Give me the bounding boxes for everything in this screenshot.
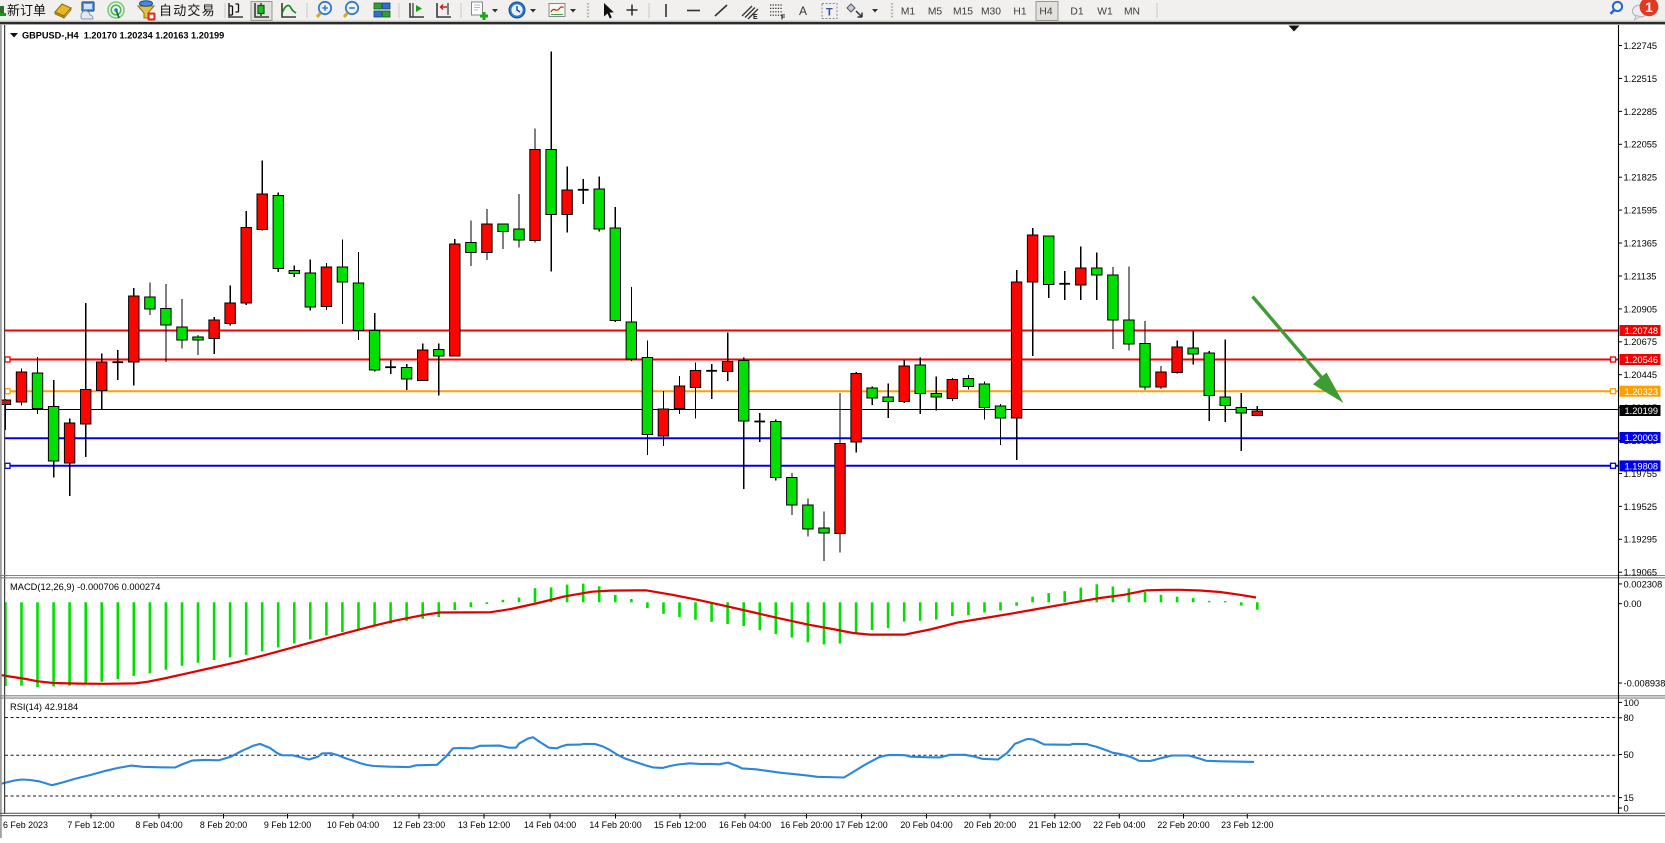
svg-text:15 Feb 12:00: 15 Feb 12:00: [654, 820, 706, 830]
svg-text:20 Feb 04:00: 20 Feb 04:00: [900, 820, 952, 830]
svg-text:7 Feb 12:00: 7 Feb 12:00: [67, 820, 114, 830]
svg-text:9 Feb 12:00: 9 Feb 12:00: [264, 820, 311, 830]
svg-text:H4: H4: [1039, 7, 1052, 18]
svg-text:1: 1: [1645, 0, 1653, 15]
svg-text:自动交易: 自动交易: [159, 3, 216, 18]
svg-text:12 Feb 23:00: 12 Feb 23:00: [393, 820, 445, 830]
svg-text:1.22745: 1.22745: [1624, 41, 1658, 51]
svg-text:16 Feb 20:00: 16 Feb 20:00: [780, 820, 832, 830]
svg-text:8 Feb 04:00: 8 Feb 04:00: [135, 820, 182, 830]
svg-text:M30: M30: [981, 7, 1001, 18]
svg-text:50: 50: [1624, 750, 1634, 760]
svg-text:1.22285: 1.22285: [1624, 107, 1658, 117]
svg-text:1.21135: 1.21135: [1624, 271, 1657, 281]
svg-text:-0.008938: -0.008938: [1624, 678, 1665, 688]
svg-text:E: E: [753, 14, 758, 21]
svg-text:21 Feb 12:00: 21 Feb 12:00: [1029, 820, 1081, 830]
svg-text:W1: W1: [1097, 7, 1113, 18]
svg-text:15: 15: [1624, 793, 1634, 803]
svg-text:22 Feb 20:00: 22 Feb 20:00: [1157, 820, 1209, 830]
svg-text:0.002308: 0.002308: [1624, 579, 1663, 589]
svg-text:1.21365: 1.21365: [1624, 238, 1658, 248]
svg-text:1.20003: 1.20003: [1625, 433, 1659, 443]
svg-text:M5: M5: [928, 7, 943, 18]
svg-text:14 Feb 04:00: 14 Feb 04:00: [524, 820, 576, 830]
svg-text:MN: MN: [1124, 7, 1140, 18]
svg-text:8 Feb 20:00: 8 Feb 20:00: [200, 820, 247, 830]
svg-text:GBPUSD-,H4 1.20170 1.20234 1.: GBPUSD-,H4 1.20170 1.20234 1.20163 1.201…: [22, 31, 224, 41]
svg-text:1.20199: 1.20199: [1625, 406, 1659, 416]
svg-text:0: 0: [1624, 803, 1629, 813]
svg-text:10 Feb 04:00: 10 Feb 04:00: [327, 820, 379, 830]
svg-text:16 Feb 04:00: 16 Feb 04:00: [719, 820, 771, 830]
svg-text:0.00: 0.00: [1624, 599, 1642, 609]
svg-text:F: F: [781, 15, 786, 22]
svg-text:17 Feb 12:00: 17 Feb 12:00: [835, 820, 887, 830]
svg-text:1.20748: 1.20748: [1625, 326, 1659, 336]
svg-text:22 Feb 04:00: 22 Feb 04:00: [1093, 820, 1145, 830]
svg-text:1.22055: 1.22055: [1624, 140, 1658, 150]
svg-text:23 Feb 12:00: 23 Feb 12:00: [1221, 820, 1273, 830]
svg-text:1.21595: 1.21595: [1624, 206, 1658, 216]
svg-text:1.19808: 1.19808: [1625, 462, 1659, 472]
svg-text:20 Feb 20:00: 20 Feb 20:00: [964, 820, 1016, 830]
svg-text:1.20445: 1.20445: [1624, 370, 1658, 380]
svg-text:D1: D1: [1070, 7, 1083, 18]
svg-text:1.20323: 1.20323: [1625, 387, 1659, 397]
svg-text:14 Feb 20:00: 14 Feb 20:00: [589, 820, 641, 830]
svg-text:13 Feb 12:00: 13 Feb 12:00: [458, 820, 510, 830]
svg-text:1.20675: 1.20675: [1624, 337, 1658, 347]
svg-text:M1: M1: [901, 7, 916, 18]
svg-text:1.21825: 1.21825: [1624, 173, 1658, 183]
svg-text:1.19525: 1.19525: [1624, 502, 1658, 512]
svg-text:A: A: [799, 4, 807, 18]
svg-text:RSI(14) 42.9184: RSI(14) 42.9184: [10, 702, 78, 712]
svg-text:新订单: 新订单: [7, 3, 46, 18]
svg-text:6 Feb 2023: 6 Feb 2023: [3, 820, 48, 830]
svg-text:1.22515: 1.22515: [1624, 74, 1658, 84]
svg-text:1.19065: 1.19065: [1624, 568, 1658, 578]
svg-text:1.20546: 1.20546: [1625, 355, 1659, 365]
svg-text:1.19295: 1.19295: [1624, 535, 1658, 545]
svg-text:100: 100: [1624, 698, 1640, 708]
svg-text:H1: H1: [1013, 7, 1026, 18]
svg-text:MACD(12,26,9) -0.000706 0.0002: MACD(12,26,9) -0.000706 0.000274: [10, 582, 160, 592]
svg-text:T: T: [826, 7, 833, 19]
svg-text:80: 80: [1624, 713, 1634, 723]
svg-text:M15: M15: [953, 7, 973, 18]
svg-text:1.20905: 1.20905: [1624, 304, 1658, 314]
